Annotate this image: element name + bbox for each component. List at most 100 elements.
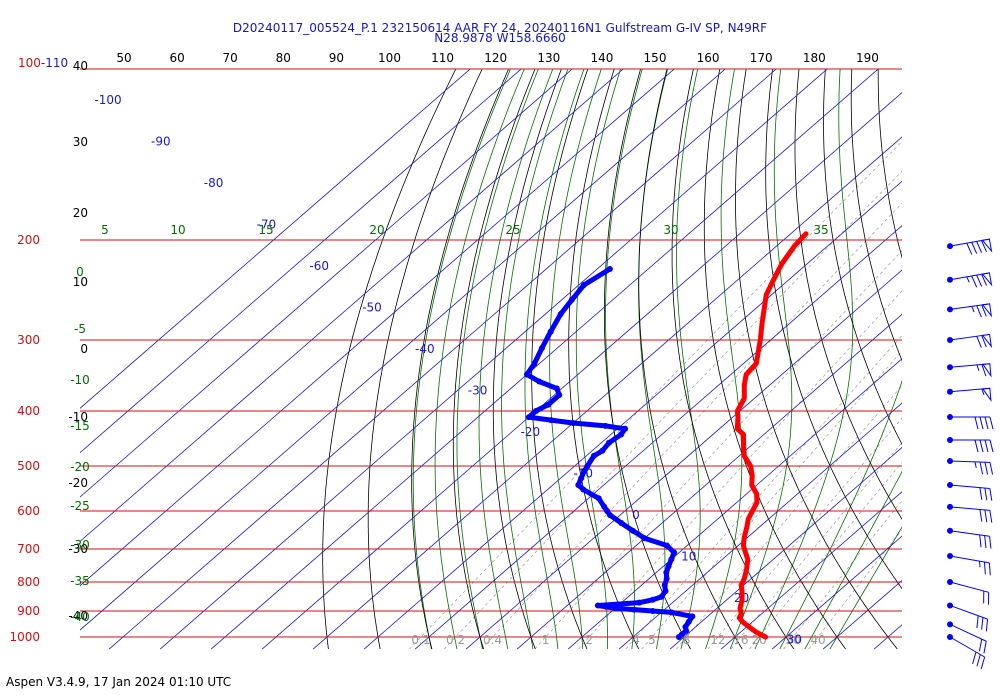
dewpoint-point [575, 482, 582, 488]
wind-barb-feather [971, 275, 978, 288]
wind-barb-flag [981, 333, 993, 349]
wind-barb-feather [981, 274, 988, 286]
dry-adiabat-label: 140 [590, 51, 613, 65]
moist-adiabat-line [434, 69, 525, 650]
dewpoint-point [668, 556, 675, 563]
dewpoint-point [599, 447, 606, 454]
moist-adiabat-left-label: -10 [70, 373, 90, 387]
moist-adiabat-left-label: -35 [70, 574, 90, 588]
isotherm-label: 10 [681, 550, 696, 564]
isotherm-line [80, 69, 573, 498]
isotherm-line [414, 225, 902, 650]
isotherm-label: 0 [632, 508, 640, 522]
isotherm-line [771, 535, 902, 650]
wind-barb-feather [972, 651, 977, 665]
dry-adiabat-left-label: -40 [68, 609, 88, 623]
dewpoint-point [590, 452, 597, 459]
dewpoint-point [548, 417, 554, 424]
wind-barb-half-feather [974, 461, 977, 469]
wind-barb-feather [989, 510, 993, 523]
dewpoint-point [622, 425, 629, 432]
wind-barb-feather [981, 364, 987, 377]
wind-barb-staff [949, 530, 990, 537]
pressure-label: 700 [17, 542, 40, 556]
moist-adiabat-line [456, 69, 539, 650]
dewpoint-point [618, 520, 625, 526]
isotherm-line [312, 136, 902, 650]
mixing-ratio-label: 0.4 [483, 633, 502, 647]
dewpoint-point [604, 508, 611, 514]
wind-barb-staff [949, 623, 987, 642]
dewpoint-point [606, 266, 613, 272]
wind-barb-flag [981, 387, 992, 403]
isotherm-line [159, 69, 828, 650]
dewpoint-point [581, 467, 588, 474]
isotherm-label: -30 [468, 384, 488, 398]
dry-adiabat-label: 70 [223, 51, 238, 65]
mixing-ratio-line [534, 250, 902, 650]
dry-adiabat-line [982, 56, 1000, 649]
dewpoint-point [523, 371, 530, 378]
wind-barb [947, 621, 987, 654]
moist-adiabat-line [729, 69, 793, 650]
moist-adiabat-label: 15 [258, 223, 273, 237]
dry-adiabat-label: 110 [431, 51, 454, 65]
isotherm-line [516, 313, 902, 650]
isotherm-line [363, 180, 902, 650]
mixing-ratio-line [409, 141, 902, 650]
moist-adiabat-label: 10 [170, 223, 185, 237]
isotherm-line [465, 269, 902, 650]
dewpoint-point [678, 631, 685, 638]
dewpoint-point [665, 563, 672, 569]
mixing-ratio-label: 40 [810, 633, 825, 647]
isotherm-line [567, 358, 902, 650]
dry-adiabat-line [452, 69, 536, 650]
dewpoint-point [641, 535, 648, 542]
moist-adiabat-label: 35 [813, 223, 828, 237]
isotherm-label: -60 [309, 259, 329, 273]
wind-barb-feather [985, 619, 989, 632]
axis-labels: 0.1 0.2 0.4 1 2 4 5 8 12 16 20 30 401000900800700600… [9, 51, 878, 647]
dry-adiabat-line [604, 69, 691, 650]
wind-barb-feather [974, 416, 979, 430]
dewpoint-point [601, 503, 608, 510]
wind-barb-staff [949, 581, 989, 593]
wind-barb-feather [983, 641, 987, 654]
wind-barb-feather [980, 656, 986, 670]
dry-adiabat-line [823, 69, 902, 446]
dewpoint-point [658, 593, 665, 600]
wind-barb-feather [988, 562, 991, 576]
dry-adiabat-line [638, 69, 743, 650]
dry-adiabat-label: 130 [537, 51, 560, 65]
mixing-ratio-label: 0.2 [446, 633, 465, 647]
wind-barb-staff [949, 484, 990, 489]
wind-barb-feather [989, 439, 994, 453]
moist-adiabat-line [549, 69, 602, 649]
dewpoint-point [570, 420, 577, 426]
wind-barb-half-feather [966, 276, 970, 283]
moist-adiabat-left-label: -25 [70, 499, 90, 513]
dewpoint-point [580, 486, 587, 493]
wind-barbs [947, 238, 994, 670]
pressure-label: 900 [17, 604, 40, 618]
dry-adiabat-line [735, 69, 898, 650]
dewpoint-point [671, 549, 678, 556]
wind-barb-feather [978, 639, 983, 652]
dewpoint-point [649, 596, 656, 603]
wind-barb-feather [979, 416, 984, 430]
dry-adiabat-label: 170 [750, 51, 773, 65]
dewpoint-point [662, 588, 669, 594]
wind-barb-feather [976, 274, 983, 287]
wind-barb-feather [984, 462, 989, 475]
moist-adiabat-left-label: 0 [76, 265, 84, 279]
mixing-ratio-label: 30 [786, 633, 801, 647]
moist-adiabat-line [804, 470, 902, 650]
mixing-ratio-line [749, 461, 902, 650]
moist-adiabat-left-label: -40 [70, 610, 90, 624]
dewpoint-point [612, 605, 619, 612]
dry-adiabat-line [794, 69, 902, 520]
wind-barb-feather [981, 304, 987, 317]
dewpoint-point [532, 408, 539, 414]
wind-barb [947, 437, 994, 453]
